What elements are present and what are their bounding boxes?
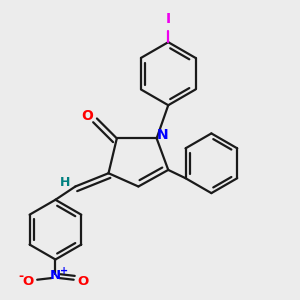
Text: N: N bbox=[50, 269, 61, 282]
Text: O: O bbox=[82, 109, 94, 123]
Text: I: I bbox=[166, 12, 171, 26]
Text: O: O bbox=[22, 275, 34, 288]
Text: N: N bbox=[157, 128, 168, 142]
Text: +: + bbox=[60, 266, 68, 276]
Text: H: H bbox=[60, 176, 70, 189]
Text: O: O bbox=[77, 275, 88, 288]
Text: -: - bbox=[18, 270, 23, 283]
